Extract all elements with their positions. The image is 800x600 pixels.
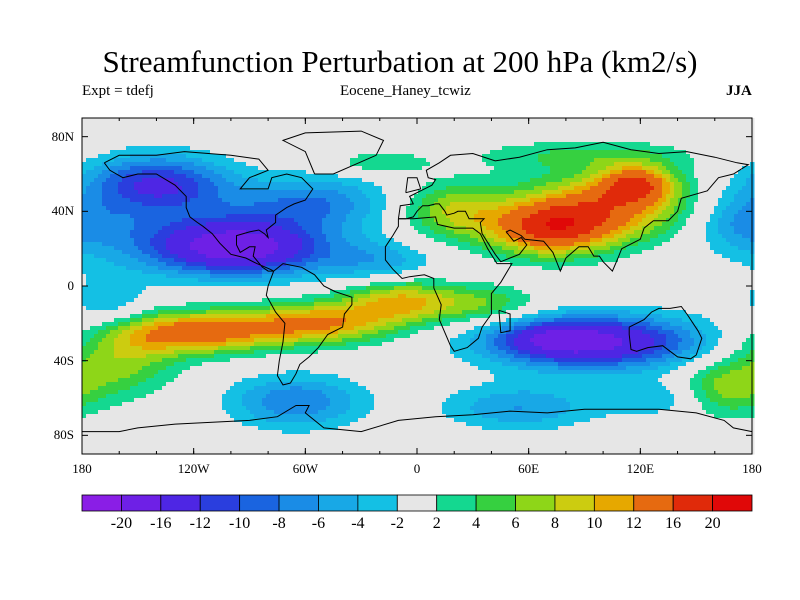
colorbar-swatch xyxy=(357,494,398,512)
colorbar-label: -10 xyxy=(228,515,251,532)
colorbar-label: -8 xyxy=(272,515,286,532)
colorbar-label: -20 xyxy=(110,515,133,532)
colorbar-swatch xyxy=(121,494,162,512)
colorbar-swatch xyxy=(554,494,595,512)
x-tick-label: 60W xyxy=(292,461,318,476)
colorbar-swatch xyxy=(475,494,516,512)
colorbar-label: 12 xyxy=(625,515,642,532)
colorbar-swatch xyxy=(515,494,556,512)
colorbar-label: 16 xyxy=(665,515,682,532)
colorbar-swatch xyxy=(396,494,438,512)
x-tick-label: 180 xyxy=(742,461,762,476)
colorbar-label: 20 xyxy=(704,515,721,532)
colorbar xyxy=(81,494,753,512)
colorbar-swatch xyxy=(318,494,359,512)
colorbar-swatch xyxy=(593,494,635,512)
colorbar-swatch xyxy=(278,494,319,512)
colorbar-swatch xyxy=(239,494,280,512)
y-tick-label: 80N xyxy=(51,128,74,144)
colorbar-swatch xyxy=(199,494,241,512)
x-tick-label: 0 xyxy=(413,461,421,476)
y-tick-label: 80S xyxy=(53,427,74,443)
colorbar-swatch xyxy=(436,494,477,512)
x-tick-label: 180 xyxy=(72,461,92,476)
colorbar-label: 6 xyxy=(511,515,520,532)
coastlines xyxy=(82,130,753,433)
colorbar-label: 8 xyxy=(550,515,559,532)
colorbar-label: -16 xyxy=(150,515,172,532)
y-tick-label: 40N xyxy=(51,203,74,219)
colorbar-swatch xyxy=(81,494,122,512)
colorbar-swatch xyxy=(672,494,713,512)
colorbar-label: -4 xyxy=(351,515,365,532)
colorbar-label: 10 xyxy=(586,515,603,532)
colorbar-swatch xyxy=(712,494,753,512)
colorbar-swatch xyxy=(633,494,674,512)
season-label: JJA xyxy=(726,83,752,99)
colorbar-swatch xyxy=(160,494,201,512)
y-tick-label: 40S xyxy=(53,352,74,368)
colorbar-label: -6 xyxy=(311,515,326,532)
experiment-label: Expt = tdefj xyxy=(82,83,154,99)
run-label: Eocene_Haney_tcwiz xyxy=(340,83,471,99)
colorbar-label: -12 xyxy=(189,515,211,532)
x-tick-label: 120E xyxy=(626,461,655,476)
colorbar-label: 2 xyxy=(432,515,441,532)
chart-title: Streamfunction Perturbation at 200 hPa (… xyxy=(102,44,698,79)
colorbar-label: -2 xyxy=(390,515,404,532)
y-tick-label: 0 xyxy=(67,278,75,293)
x-tick-label: 120W xyxy=(177,461,210,476)
colorbar-label: 4 xyxy=(472,515,481,532)
x-tick-label: 60E xyxy=(518,461,540,476)
